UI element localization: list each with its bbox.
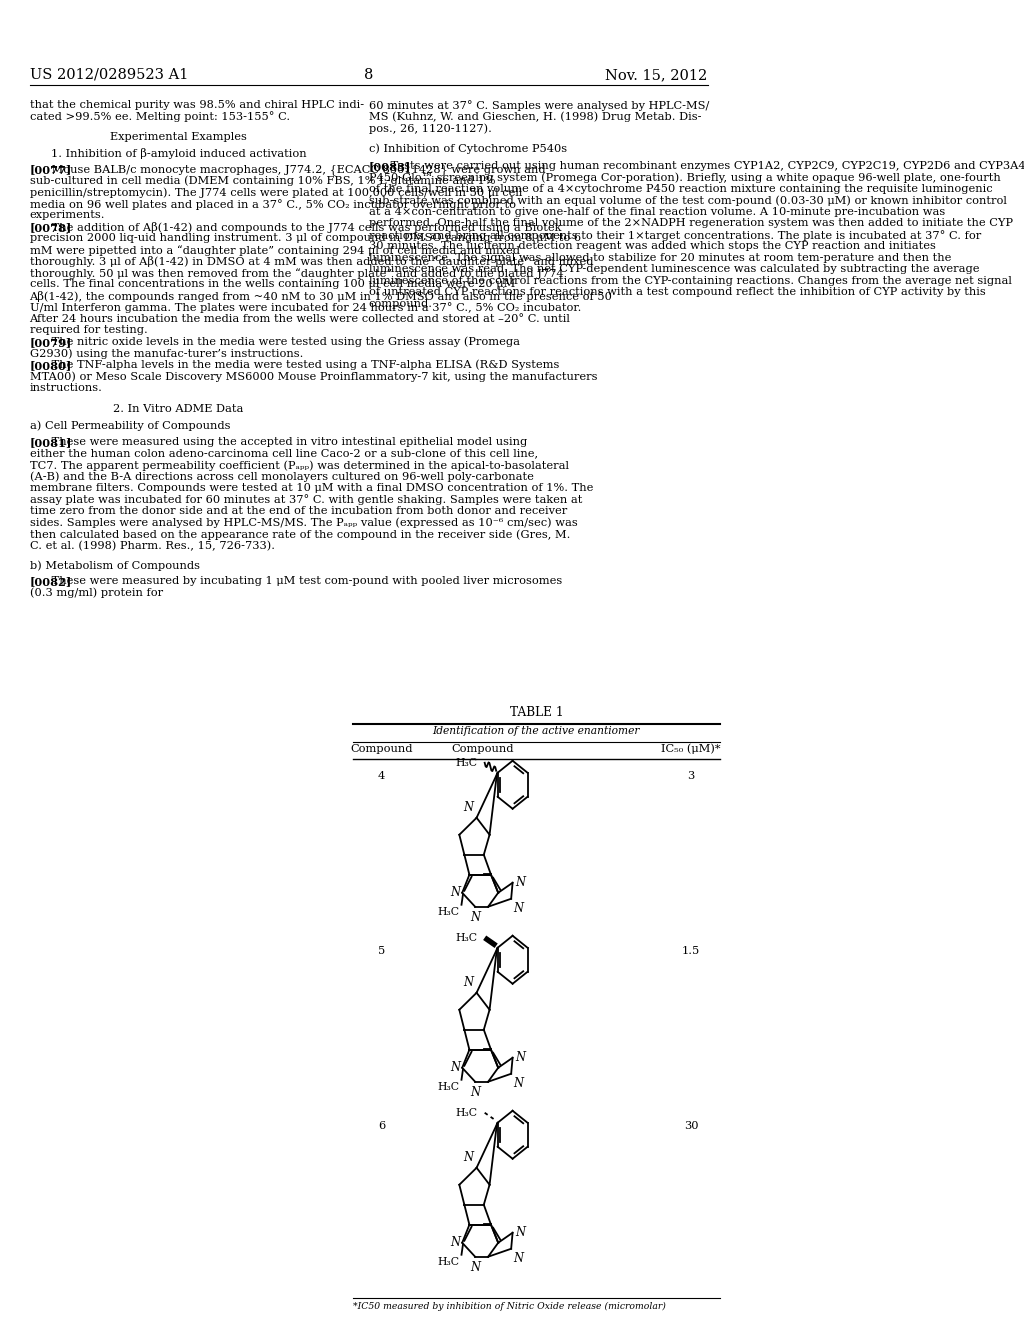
Text: luminescence of the control reactions from the CYP-containing reactions. Changes: luminescence of the control reactions fr… <box>369 276 1012 286</box>
Text: These were measured using the accepted in vitro intestinal epithelial model usin: These were measured using the accepted i… <box>48 437 527 447</box>
Text: TABLE 1: TABLE 1 <box>510 706 563 719</box>
Text: [0080]: [0080] <box>30 360 72 371</box>
Text: Aβ(1-42), the compounds ranged from ~40 nM to 30 μM in 1% DMSO and also in the p: Aβ(1-42), the compounds ranged from ~40 … <box>30 290 612 302</box>
Text: [0079]: [0079] <box>30 337 72 348</box>
Text: mM were pipetted into a “daughter plate” containing 294 μl of cell media and mix: mM were pipetted into a “daughter plate”… <box>30 246 519 256</box>
Text: H₃C: H₃C <box>437 907 460 917</box>
Text: [0081]: [0081] <box>30 437 72 447</box>
Text: These were measured by incubating 1 μM test com-pound with pooled liver microsom: These were measured by incubating 1 μM t… <box>48 576 562 586</box>
Text: 2. In Vitro ADME Data: 2. In Vitro ADME Data <box>114 404 244 413</box>
Text: 30: 30 <box>684 1121 698 1131</box>
Text: 5: 5 <box>378 945 385 956</box>
Text: The TNF-alpha levels in the media were tested using a TNF-alpha ELISA (R&D Syste: The TNF-alpha levels in the media were t… <box>48 360 559 371</box>
Text: reactions, and bring all components to their 1×target concentrations. The plate : reactions, and bring all components to t… <box>369 230 981 240</box>
Text: US 2012/0289523 A1: US 2012/0289523 A1 <box>30 69 187 82</box>
Text: P450-Glo™ screening system (Promega Cor-poration). Briefly, using a white opaque: P450-Glo™ screening system (Promega Cor-… <box>369 173 1000 183</box>
Text: instructions.: instructions. <box>30 383 102 393</box>
Text: *IC50 measured by inhibition of Nitric Oxide release (micromolar): *IC50 measured by inhibition of Nitric O… <box>353 1302 666 1311</box>
Text: performed. One-half the final volume of the 2×NADPH regeneration system was then: performed. One-half the final volume of … <box>369 218 1013 228</box>
Text: sides. Samples were analysed by HPLC-MS/MS. The Pₐₚₚ value (expressed as 10⁻⁶ cm: sides. Samples were analysed by HPLC-MS/… <box>30 517 578 528</box>
Text: luminescence was read. The net CYP-dependent luminescence was calculated by subt: luminescence was read. The net CYP-depen… <box>369 264 979 275</box>
Text: of the final reaction volume of a 4×cytochrome P450 reaction mixture containing : of the final reaction volume of a 4×cyto… <box>369 183 992 194</box>
Text: N: N <box>515 1051 525 1064</box>
Text: H₃C: H₃C <box>437 1257 460 1267</box>
Text: compound.: compound. <box>369 298 432 309</box>
Text: a) Cell Permeability of Compounds: a) Cell Permeability of Compounds <box>30 421 230 432</box>
Text: 30 minutes. The luciferin detection reagent was added which stops the CYP reacti: 30 minutes. The luciferin detection reag… <box>369 242 936 251</box>
Text: (0.3 mg/ml) protein for: (0.3 mg/ml) protein for <box>30 587 163 598</box>
Text: H₃C: H₃C <box>437 1082 460 1092</box>
Text: The nitric oxide levels in the media were tested using the Griess assay (Promega: The nitric oxide levels in the media wer… <box>48 337 520 347</box>
Text: U/ml Interferon gamma. The plates were incubated for 24 hours in a 37° C., 5% CO: U/ml Interferon gamma. The plates were i… <box>30 302 581 313</box>
Text: N: N <box>464 975 474 989</box>
Text: precision 2000 liq-uid handling instrument. 3 μl of compound in DMSO ranging fro: precision 2000 liq-uid handling instrume… <box>30 234 581 243</box>
Text: thoroughly. 50 μl was then removed from the “daughter plate” and added to the pl: thoroughly. 50 μl was then removed from … <box>30 268 563 279</box>
Text: N: N <box>470 1086 480 1098</box>
Text: N: N <box>513 902 523 915</box>
Text: N: N <box>515 876 525 890</box>
Text: N: N <box>515 1226 525 1239</box>
Text: H₃C: H₃C <box>456 1107 477 1118</box>
Text: IC₅₀ (μM)*: IC₅₀ (μM)* <box>662 743 721 754</box>
Text: that the chemical purity was 98.5% and chiral HPLC indi-: that the chemical purity was 98.5% and c… <box>30 100 364 110</box>
Text: media on 96 well plates and placed in a 37° C., 5% CO₂ incubator overnight prior: media on 96 well plates and placed in a … <box>30 199 515 210</box>
Text: 1.5: 1.5 <box>682 945 700 956</box>
Text: experiments.: experiments. <box>30 210 105 220</box>
Text: 60 minutes at 37° C. Samples were analysed by HPLC-MS/: 60 minutes at 37° C. Samples were analys… <box>369 100 709 111</box>
Text: H₃C: H₃C <box>456 933 477 942</box>
Text: After 24 hours incubation the media from the wells were collected and stored at : After 24 hours incubation the media from… <box>30 314 570 323</box>
Text: N: N <box>450 1061 460 1074</box>
Text: Mouse BALB/c monocyte macrophages, J774.2, {ECACC 85011428} were grown and: Mouse BALB/c monocyte macrophages, J774.… <box>48 165 546 176</box>
Text: Compound: Compound <box>350 743 413 754</box>
Text: N: N <box>450 1237 460 1249</box>
Text: (A-B) and the B-A directions across cell monolayers cultured on 96-well poly-car: (A-B) and the B-A directions across cell… <box>30 471 534 482</box>
Text: cated >99.5% ee. Melting point: 153-155° C.: cated >99.5% ee. Melting point: 153-155°… <box>30 111 290 123</box>
Text: [0078]: [0078] <box>30 222 72 232</box>
Text: required for testing.: required for testing. <box>30 326 147 335</box>
Text: 8: 8 <box>364 69 374 82</box>
Text: TC7. The apparent permeability coefficient (Pₐₚₚ) was determined in the apical-t: TC7. The apparent permeability coefficie… <box>30 459 568 470</box>
Text: 3: 3 <box>687 771 694 780</box>
Text: time zero from the donor side and at the end of the incubation from both donor a: time zero from the donor side and at the… <box>30 506 566 516</box>
Text: N: N <box>470 911 480 924</box>
Text: Tests were carried out using human recombinant enzymes CYP1A2, CYP2C9, CYP2C19, : Tests were carried out using human recom… <box>387 161 1024 172</box>
Text: c) Inhibition of Cytochrome P540s: c) Inhibition of Cytochrome P540s <box>369 144 566 154</box>
Text: b) Metabolism of Compounds: b) Metabolism of Compounds <box>30 560 200 570</box>
Text: MS (Kuhnz, W. and Gieschen, H. (1998) Drug Metab. Dis-: MS (Kuhnz, W. and Gieschen, H. (1998) Dr… <box>369 111 701 121</box>
Text: [0077]: [0077] <box>30 165 72 176</box>
Text: membrane filters. Compounds were tested at 10 μM with a final DMSO concentration: membrane filters. Compounds were tested … <box>30 483 593 492</box>
Text: Nov. 15, 2012: Nov. 15, 2012 <box>605 69 708 82</box>
Text: penicillin/streptomycin). The J774 cells were plated at 100,000 cells/well in 50: penicillin/streptomycin). The J774 cells… <box>30 187 522 198</box>
Text: [0083]: [0083] <box>369 161 411 172</box>
Text: thoroughly. 3 μl of Aβ(1-42) in DMSO at 4 mM was then added to the “daughter pla: thoroughly. 3 μl of Aβ(1-42) in DMSO at … <box>30 256 593 268</box>
Text: N: N <box>470 1261 480 1274</box>
Text: N: N <box>464 801 474 813</box>
Text: [0082]: [0082] <box>30 576 72 587</box>
Text: G2930) using the manufac-turer’s instructions.: G2930) using the manufac-turer’s instruc… <box>30 348 303 359</box>
Text: N: N <box>513 1077 523 1090</box>
Text: Identification of the active enantiomer: Identification of the active enantiomer <box>432 726 640 735</box>
Text: cells. The final concentrations in the wells containing 100 μl cell media were 2: cells. The final concentrations in the w… <box>30 280 515 289</box>
Text: of untreated CYP reactions for reactions with a test compound reflect the inhibi: of untreated CYP reactions for reactions… <box>369 288 985 297</box>
Text: N: N <box>513 1251 523 1265</box>
Text: The addition of Aβ(1-42) and compounds to the J774 cells was performed using a B: The addition of Aβ(1-42) and compounds t… <box>48 222 561 232</box>
Text: luminescence. The signal was allowed to stabilize for 20 minutes at room tem-per: luminescence. The signal was allowed to … <box>369 253 951 263</box>
Text: N: N <box>464 1151 474 1164</box>
Text: C. et al. (1998) Pharm. Res., 15, 726-733).: C. et al. (1998) Pharm. Res., 15, 726-73… <box>30 540 274 550</box>
Text: pos., 26, 1120-1127).: pos., 26, 1120-1127). <box>369 123 492 133</box>
Text: MTA00) or Meso Scale Discovery MS6000 Mouse Proinflammatory-7 kit, using the man: MTA00) or Meso Scale Discovery MS6000 Mo… <box>30 371 597 381</box>
Text: sub-strate was combined with an equal volume of the test com-pound (0.03-30 μM) : sub-strate was combined with an equal vo… <box>369 195 1007 206</box>
Text: Experimental Examples: Experimental Examples <box>111 132 247 143</box>
Text: H₃C: H₃C <box>456 758 477 768</box>
Text: 1. Inhibition of β-amyloid induced activation: 1. Inhibition of β-amyloid induced activ… <box>51 148 306 160</box>
Text: 6: 6 <box>378 1121 385 1131</box>
Text: assay plate was incubated for 60 minutes at 37° C. with gentle shaking. Samples : assay plate was incubated for 60 minutes… <box>30 495 582 506</box>
Text: at a 4×con-centration to give one-half of the final reaction volume. A 10-minute: at a 4×con-centration to give one-half o… <box>369 207 945 216</box>
Text: sub-cultured in cell media (DMEM containing 10% FBS, 1% L-glutamine and 1%: sub-cultured in cell media (DMEM contain… <box>30 176 495 186</box>
Text: 4: 4 <box>378 771 385 780</box>
Text: N: N <box>450 886 460 899</box>
Text: then calculated based on the appearance rate of the compound in the receiver sid: then calculated based on the appearance … <box>30 529 570 540</box>
Text: Compound: Compound <box>452 743 514 754</box>
Text: either the human colon adeno-carcinoma cell line Caco-2 or a sub-clone of this c: either the human colon adeno-carcinoma c… <box>30 449 538 458</box>
